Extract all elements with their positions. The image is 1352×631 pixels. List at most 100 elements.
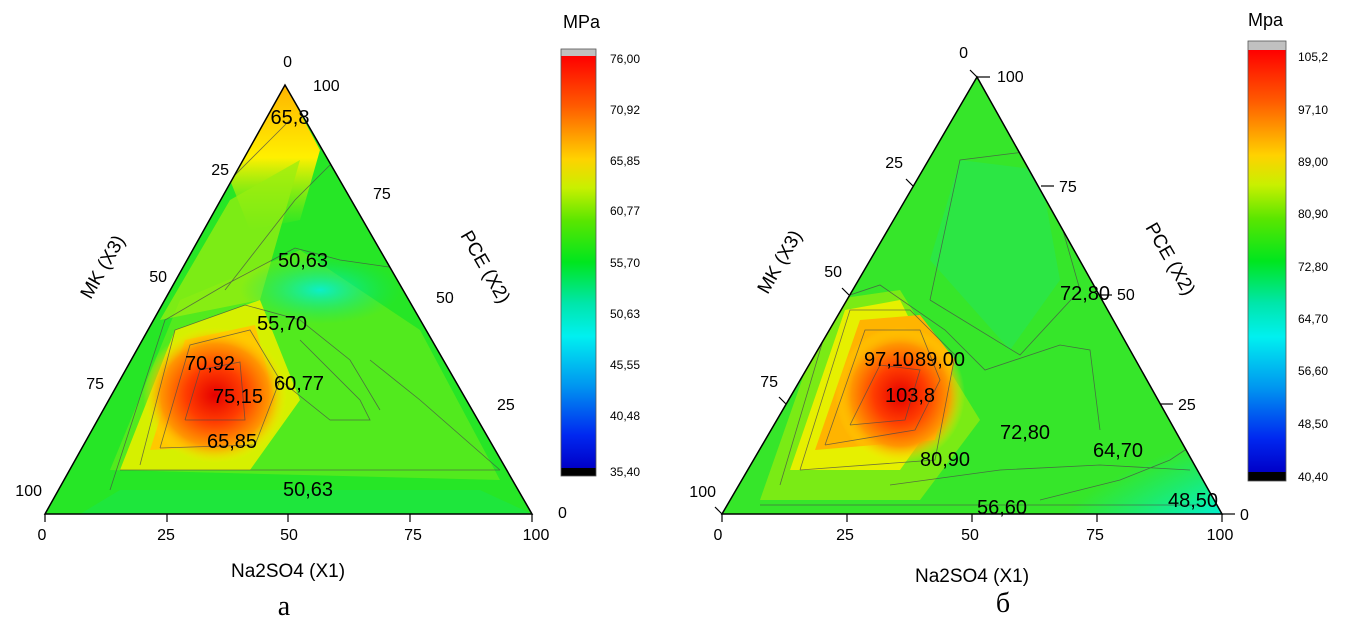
axis-right-ticks-b: 100 75 50 25 0 [997,69,1249,524]
colorbar-under-a [561,468,596,476]
colorbar-unit-a: MPa [563,12,601,32]
ternary-plot-b [722,77,1222,514]
cb-tick-a-6: 45,55 [610,358,640,372]
cb-tick-b-4: 72,80 [1298,260,1328,274]
tick-x1-100-b: 100 [1207,527,1234,544]
colorbar-frame-a [560,48,597,477]
cb-tick-b-5: 64,70 [1298,312,1328,326]
contour-label-a-4: 70,92 [185,353,235,375]
tick-x3-50-a: 50 [149,269,167,286]
tick-marks-a [44,514,533,522]
contour-labels-b: 72,80 97,10 89,00 103,8 72,80 64,70 80,9… [864,283,1218,519]
cb-tick-a-1: 70,92 [610,103,640,117]
contour-fill-bottom-a [80,490,532,514]
cb-tick-b-1: 97,10 [1298,103,1328,117]
panel-b: 0 25 50 75 100 100 75 50 25 0 0 25 50 75… [689,10,1328,619]
contour-lines-a [109,119,501,491]
contour-label-b-6: 64,70 [1093,440,1143,462]
tick-x1-50-b: 50 [961,527,979,544]
cb-tick-b-8: 40,40 [1298,470,1328,484]
colorbar-over-a [561,49,596,56]
tick-x2-100-a: 100 [313,78,340,95]
colorbar-gradient-b [1248,50,1286,472]
tick-x3-100-b: 100 [689,484,716,501]
contour-label-a-1: 65,8 [271,107,310,129]
axis-label-x1-b: Na2SO4 (X1) [915,566,1029,587]
tick-x3-50-b: 50 [824,264,842,281]
colorbar-over-b [1248,41,1286,50]
contour-label-b-2: 97,10 [864,349,914,371]
cb-tick-a-4: 55,70 [610,256,640,270]
colorbar-ticks-a: 76,00 70,92 65,85 60,77 55,70 50,63 45,5… [610,52,640,479]
contour-label-b-4: 103,8 [885,385,935,407]
contour-label-a-3: 55,70 [257,313,307,335]
panel-a: 0 25 50 75 100 100 75 50 25 0 0 25 50 75… [15,12,640,622]
tick-x2-50-b: 50 [1117,287,1135,304]
tick-x2-25-b: 25 [1178,397,1196,414]
tick-x3-25-b: 25 [885,155,903,172]
contour-label-a-7: 65,85 [207,431,257,453]
contour-label-b-7: 80,90 [920,449,970,471]
panel-label-b: б [996,588,1010,619]
tick-x1-0-b: 0 [714,527,723,544]
tick-x3-75-a: 75 [86,376,104,393]
contour-label-b-1: 72,80 [1060,283,1110,305]
tick-x2-75-a: 75 [373,186,391,203]
cb-tick-a-3: 60,77 [610,204,640,218]
panel-label-a: а [278,591,291,622]
cb-tick-a-8: 35,40 [610,465,640,479]
tick-x1-75-a: 75 [404,527,422,544]
cb-tick-b-0: 105,2 [1298,50,1328,64]
tick-x2-50-a: 50 [436,290,454,307]
tick-marks-b [714,69,1235,522]
colorbar-a: MPa 76,00 70,92 65,85 60,77 55,70 50,63 … [560,12,640,479]
colorbar-frame-b [1247,40,1287,482]
axis-label-x1-a: Na2SO4 (X1) [231,561,345,582]
tick-x3-0-b: 0 [959,45,968,62]
tick-x3-25-a: 25 [211,162,229,179]
contour-label-b-8: 56,60 [977,497,1027,519]
contour-fill-center-b [930,160,1060,350]
tick-x3-100-a: 100 [15,483,42,500]
tick-x2-75-b: 75 [1059,179,1077,196]
tick-x1-75-b: 75 [1086,527,1104,544]
contour-label-a-8: 50,63 [283,479,333,501]
axis-label-x3-b: MK (X3) [754,227,807,298]
cb-tick-a-2: 65,85 [610,154,640,168]
tick-x1-25-b: 25 [836,527,854,544]
colorbar-gradient-a [561,56,596,468]
tick-x1-0-a: 0 [38,527,47,544]
contour-label-b-9: 48,50 [1168,490,1218,512]
contour-labels-a: 65,8 50,63 55,70 70,92 75,15 60,77 65,85… [185,107,333,501]
contour-label-a-5: 75,15 [213,386,263,408]
cb-tick-a-0: 76,00 [610,52,640,66]
tick-x1-100-a: 100 [523,527,550,544]
tick-x3-0-a: 0 [283,54,292,71]
colorbar-unit-b: Mpa [1248,10,1284,30]
contour-label-a-6: 60,77 [274,373,324,395]
axis-bottom-ticks-a: 0 25 50 75 100 [38,527,550,544]
contour-fill-blue-b [1002,404,1222,514]
contour-fill-hot-a [143,327,287,463]
axis-left-ticks-a: 0 25 50 75 100 [15,54,292,500]
tick-x2-100-b: 100 [997,69,1024,86]
tick-x2-0-b: 0 [1240,507,1249,524]
cb-tick-b-3: 80,90 [1298,207,1328,221]
axis-bottom-ticks-b: 0 25 50 75 100 [714,527,1234,544]
ternary-plot-a [45,85,532,514]
contour-fill-cyan-a [240,256,400,324]
tick-x1-25-a: 25 [157,527,175,544]
tick-x2-25-a: 25 [497,397,515,414]
cb-tick-a-5: 50,63 [610,307,640,321]
cb-tick-a-7: 40,48 [610,409,640,423]
cb-tick-b-6: 56,60 [1298,364,1328,378]
tick-x3-75-b: 75 [760,374,778,391]
colorbar-under-b [1248,472,1286,481]
cb-tick-b-2: 89,00 [1298,155,1328,169]
axis-left-ticks-b: 0 25 50 75 100 [689,45,968,501]
axis-label-x3-a: MK (X3) [77,232,130,303]
colorbar-b: Mpa 105,2 97,10 89,00 80,90 72,80 64,70 … [1247,10,1328,484]
axis-label-x2-b: PCE (X2) [1141,219,1199,299]
